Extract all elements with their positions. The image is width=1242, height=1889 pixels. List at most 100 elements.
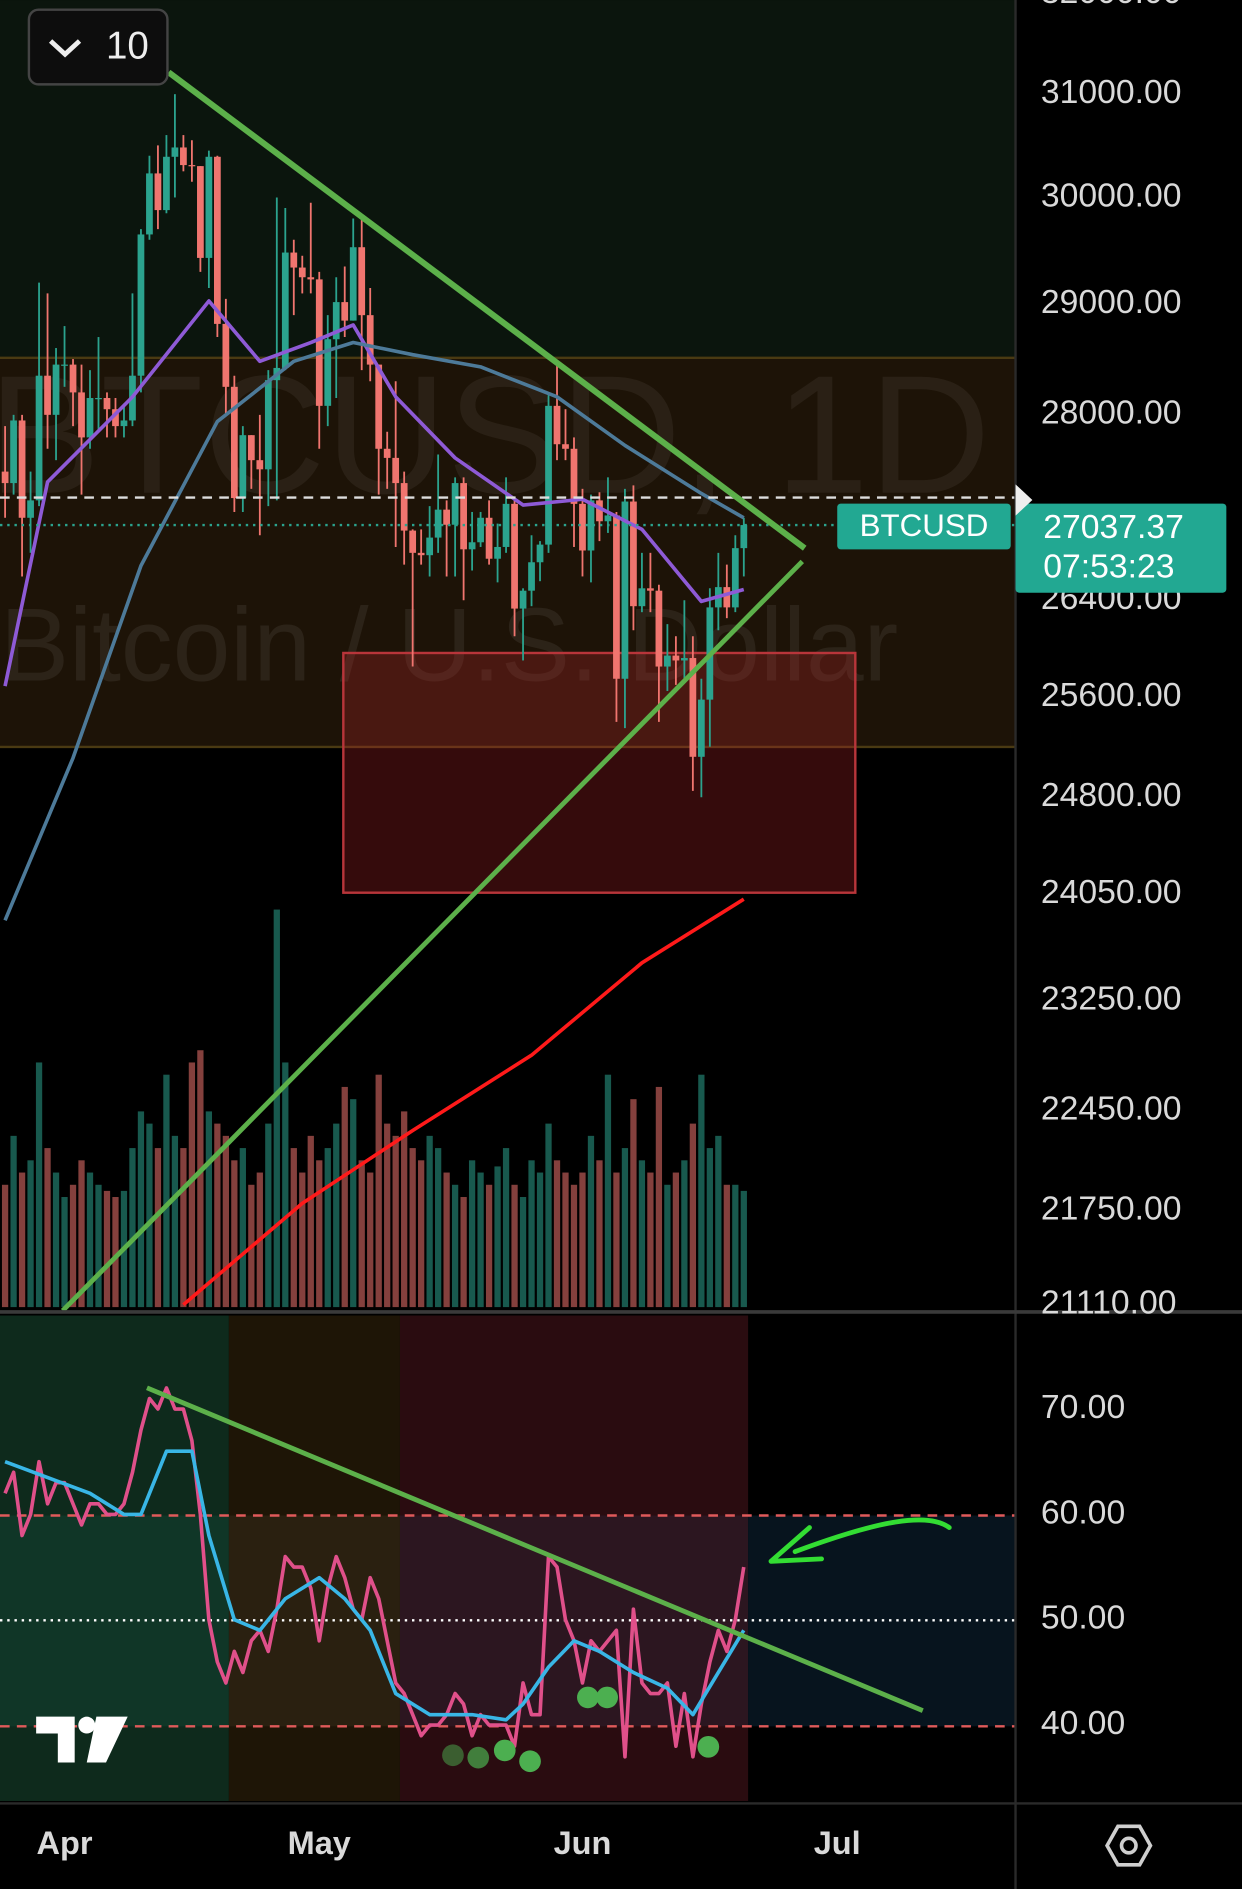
logo bbox=[36, 1716, 128, 1763]
settings-button[interactable] bbox=[1105, 1824, 1153, 1867]
y-tick-label: 28000.00 bbox=[1041, 394, 1182, 432]
candle-body bbox=[315, 279, 323, 406]
volume-bar bbox=[511, 1184, 518, 1308]
signal-dots bbox=[442, 1686, 720, 1773]
volume-bar bbox=[299, 1172, 306, 1308]
volume-bar bbox=[698, 1074, 705, 1308]
candle-body bbox=[180, 147, 187, 166]
volume-bar bbox=[570, 1184, 578, 1308]
series-line bbox=[3, 299, 745, 687]
price-pointer bbox=[1015, 484, 1033, 516]
volume-bar bbox=[706, 1148, 713, 1308]
settings-icon[interactable] bbox=[1105, 1824, 1153, 1867]
logo-part bbox=[78, 1716, 96, 1734]
candle-body bbox=[647, 588, 654, 591]
volume-bar bbox=[214, 1123, 221, 1308]
signal-dot bbox=[519, 1750, 541, 1773]
candle-body bbox=[95, 398, 102, 400]
candle-body bbox=[485, 517, 493, 559]
candle-body bbox=[553, 405, 561, 445]
y-tick-label: 24800.00 bbox=[1041, 776, 1182, 814]
candle-body bbox=[154, 173, 162, 211]
candle-body bbox=[163, 156, 170, 211]
last-price: 27037.37 bbox=[1043, 508, 1184, 546]
volume-bar bbox=[163, 1074, 170, 1308]
volume-bar bbox=[553, 1160, 561, 1308]
interval-button[interactable]: 10 bbox=[27, 8, 169, 86]
volume-bar bbox=[740, 1190, 747, 1308]
candle-body bbox=[689, 658, 697, 757]
x-tick-label: May bbox=[288, 1825, 351, 1861]
candle-body bbox=[587, 500, 595, 551]
volume-bar bbox=[579, 1172, 586, 1308]
volume-bar bbox=[604, 1074, 612, 1308]
series-line bbox=[4, 1449, 746, 1722]
candle-body bbox=[281, 252, 289, 368]
candle-body bbox=[570, 448, 578, 504]
candle-body bbox=[256, 460, 264, 470]
volume-bar bbox=[536, 1172, 544, 1308]
y-tick-label: 22450.00 bbox=[1041, 1090, 1182, 1128]
candle-body bbox=[638, 588, 646, 607]
y-tick-label: 31000.00 bbox=[1041, 73, 1182, 111]
candle-body bbox=[103, 398, 111, 410]
y-tick-label: 70.00 bbox=[1041, 1388, 1125, 1426]
candle-body bbox=[78, 392, 85, 438]
candle-body bbox=[137, 234, 145, 376]
candle-body bbox=[477, 517, 484, 543]
volume-bar bbox=[146, 1123, 153, 1308]
volume-bar bbox=[282, 1062, 289, 1308]
series-line bbox=[182, 897, 745, 1307]
volume-bar bbox=[103, 1190, 111, 1308]
volume-bar bbox=[502, 1148, 510, 1308]
candle-body bbox=[697, 699, 705, 757]
volume-bar bbox=[426, 1135, 433, 1308]
candle-body bbox=[451, 483, 459, 525]
volume-bar bbox=[350, 1099, 357, 1308]
y-tick-label: 40.00 bbox=[1041, 1704, 1125, 1742]
chevron[interactable] bbox=[48, 39, 82, 58]
candle-body bbox=[417, 552, 425, 556]
button-frame[interactable] bbox=[27, 8, 169, 86]
candle-body bbox=[519, 590, 527, 609]
settings-icon[interactable] bbox=[1119, 1836, 1138, 1855]
volume-bar bbox=[52, 1172, 60, 1308]
hand-arrow bbox=[768, 1517, 952, 1564]
volume-bar bbox=[205, 1111, 213, 1308]
volume-bar bbox=[468, 1160, 476, 1308]
candle-body bbox=[664, 655, 671, 667]
candle-body bbox=[630, 501, 637, 607]
volume-bar bbox=[129, 1148, 136, 1308]
signal-dot bbox=[577, 1686, 599, 1709]
axis-layer: 32000.00 31000.00 30000.00 29000.00 28000.00… bbox=[37, 0, 1182, 1861]
volume-bar bbox=[231, 1160, 238, 1308]
volume-bar bbox=[596, 1160, 603, 1308]
rsi-layer bbox=[3, 1386, 746, 1759]
candle-body bbox=[392, 457, 400, 484]
volume-bar bbox=[655, 1086, 663, 1308]
x-tick-label: Jun bbox=[554, 1825, 612, 1861]
y-tick-label: 32000.00 bbox=[1041, 0, 1182, 11]
candle-body bbox=[35, 375, 43, 501]
candle-body bbox=[146, 173, 153, 235]
candle-body bbox=[434, 509, 442, 538]
candle-body bbox=[188, 165, 196, 167]
volume-bar bbox=[307, 1135, 314, 1308]
volume-bar bbox=[171, 1135, 179, 1308]
candle-body bbox=[358, 247, 366, 316]
volume-bar bbox=[409, 1148, 416, 1308]
volume-bar bbox=[290, 1148, 297, 1308]
candle-body bbox=[10, 420, 17, 484]
candle-body bbox=[86, 398, 94, 438]
interval-label[interactable]: 10 bbox=[106, 24, 149, 67]
candle-body bbox=[494, 546, 501, 559]
volume-bar bbox=[528, 1160, 535, 1308]
volume-bar bbox=[451, 1184, 459, 1308]
volume-bar bbox=[273, 909, 280, 1308]
symbol-tag bbox=[837, 503, 1011, 550]
volume-bar bbox=[78, 1160, 85, 1308]
volume-bar bbox=[324, 1148, 331, 1308]
volume-bar bbox=[519, 1197, 527, 1308]
